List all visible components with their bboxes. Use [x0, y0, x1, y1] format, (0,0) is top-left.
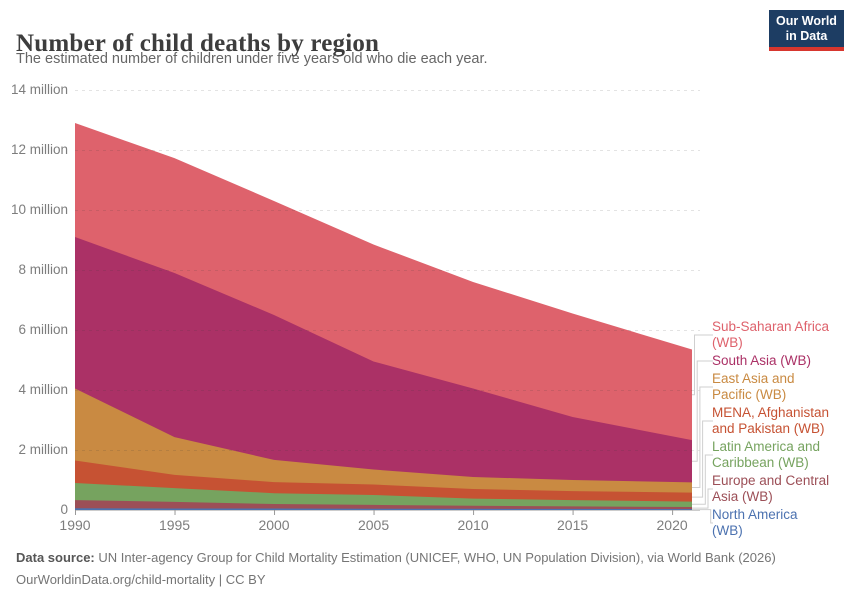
y-tick-label-2: 2 million	[18, 442, 68, 457]
footer-source-text: UN Inter-agency Group for Child Mortalit…	[94, 550, 776, 565]
legend-connector-0	[692, 334, 713, 396]
y-tick-label-14: 14 million	[10, 82, 68, 97]
legend-connector-3	[692, 420, 713, 498]
y-tick-label-12: 12 million	[10, 142, 68, 157]
legend-item-sub-saharan-africa-wb[interactable]: Sub-Saharan Africa (WB)	[712, 319, 830, 350]
legend-connector-5	[692, 488, 713, 509]
x-tick-label-2005: 2005	[357, 517, 390, 533]
legend-item-mena-afghanistan-and-pakistan-wb[interactable]: MENA, Afghanistan and Pakistan (WB)	[712, 405, 830, 436]
x-tick-label-2000: 2000	[258, 517, 290, 533]
stacked-area-plot[interactable]	[75, 90, 692, 510]
owid-logo-line1: Our World	[776, 14, 837, 28]
y-tick-label-4: 4 million	[18, 382, 68, 397]
legend-item-europe-and-central-asia-wb[interactable]: Europe and Central Asia (WB)	[712, 473, 830, 504]
legend-connector-2	[692, 386, 713, 488]
footer-source-label: Data source:	[16, 550, 95, 565]
footer-source: Data source: UN Inter-agency Group for C…	[16, 550, 776, 565]
owid-logo-line2: in Data	[785, 29, 828, 43]
y-tick-label-10: 10 million	[10, 202, 68, 217]
area-europe-and-central-asia-wb[interactable]	[75, 500, 692, 510]
legend-connector-1	[692, 360, 713, 462]
area-south-asia-wb[interactable]	[75, 237, 692, 510]
x-tick-label-1990: 1990	[59, 517, 91, 533]
owid-logo[interactable]: Our World in Data	[769, 10, 844, 51]
legend-item-south-asia-wb[interactable]: South Asia (WB)	[712, 353, 812, 368]
y-tick-label-0: 0	[60, 502, 68, 517]
legend-item-east-asia-and-pacific-wb[interactable]: East Asia and Pacific (WB)	[712, 371, 795, 402]
chart-subtitle: The estimated number of children under f…	[16, 51, 488, 67]
legend-connector-4	[692, 454, 713, 505]
y-tick-label-8: 8 million	[18, 262, 68, 277]
area-north-america-wb[interactable]	[75, 508, 692, 510]
footer-note: OurWorldinData.org/child-mortality | CC …	[16, 572, 266, 587]
legend-connectors	[692, 334, 713, 524]
x-tick-label-2015: 2015	[557, 517, 589, 533]
x-tick-label-2010: 2010	[457, 517, 489, 533]
legend-item-north-america-wb[interactable]: North America (WB)	[712, 507, 798, 538]
legend-item-latin-america-and-caribbean-wb[interactable]: Latin America and Caribbean (WB)	[712, 439, 821, 470]
x-tick-label-2020: 2020	[656, 517, 688, 533]
page-title: Number of child deaths by region	[16, 29, 380, 57]
legend: Sub-Saharan Africa (WB) South Asia (WB) Ea…	[712, 319, 844, 541]
y-tick-label-6: 6 million	[18, 322, 68, 337]
y-axis: 0 2 million 4 million 6 million 8 million 10 …	[0, 0, 68, 600]
x-tick-label-1995: 1995	[158, 517, 191, 533]
